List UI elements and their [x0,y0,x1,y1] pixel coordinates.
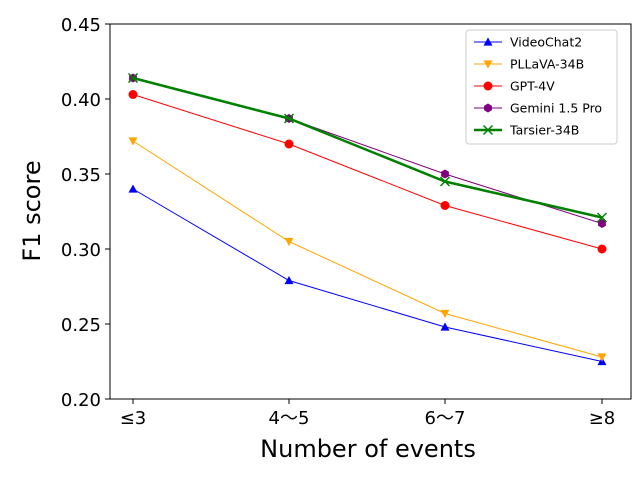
data-point [283,113,295,124]
y-axis-title: F1 score [18,160,46,261]
legend-marker [484,103,492,113]
series-line [132,140,603,358]
legend-box [465,29,618,145]
legend-marker [483,60,493,69]
data-point [440,201,450,210]
data-point [127,72,139,84]
data-point [597,353,607,362]
y-tick-label: 0.35 [61,165,101,186]
legend-label: PLLaVA-34B [510,57,584,72]
y-tick-label: 0.40 [61,90,101,111]
legend-marker [483,81,493,91]
x-axis-title: Number of events [260,435,476,463]
axes-layer: 0.20 0.25 0.30 0.35 0.40 0.45 ≤3 4～5 6～7 ≥8 [61,15,615,429]
legend-item: VideoChat2 [474,35,582,50]
data-point [284,139,294,149]
series-pllava-34b [128,137,607,362]
data-point [284,237,294,246]
plot-frame [109,23,632,400]
legend-item: PLLaVA-34B [474,57,584,72]
series-gpt-4v [128,90,607,254]
data-point [128,90,138,99]
data-point [441,169,449,179]
data-point [598,219,606,228]
legend-label: VideoChat2 [510,35,582,50]
data-point [440,309,450,318]
legend-label: Tarsier-34B [509,123,579,138]
legend-label: GPT-4V [510,79,555,94]
data-point [128,137,138,146]
series-line [132,94,603,250]
legend-label: Gemini 1.5 Pro [510,101,602,116]
legend-marker [483,37,493,46]
legend-item: Gemini 1.5 Pro [474,101,602,116]
legend: VideoChat2 PLLaVA-34B GPT-4V Gemini 1.5 Pro… [465,29,618,145]
legend-marker [482,124,494,136]
series-line [132,188,603,362]
data-point [596,212,608,223]
legend-item: Tarsier-34B [474,123,579,138]
y-tick-label: 0.45 [61,15,101,36]
data-point [439,176,451,187]
series-layer [127,72,608,366]
y-tick-label: 0.20 [61,390,101,411]
data-point [440,322,450,331]
data-point [284,276,294,285]
x-tick-label: 4～5 [269,408,310,429]
series-tarsier-34b [127,72,608,223]
x-tick-label: ≥8 [589,408,616,429]
series-line [132,76,603,219]
y-tick-label: 0.25 [61,315,101,336]
data-point [128,184,138,193]
data-point [597,244,607,254]
legend-item: GPT-4V [474,79,555,94]
x-tick-label: 6～7 [425,408,466,429]
x-tick-label: ≤3 [120,408,147,429]
y-tick-label: 0.30 [61,240,101,261]
